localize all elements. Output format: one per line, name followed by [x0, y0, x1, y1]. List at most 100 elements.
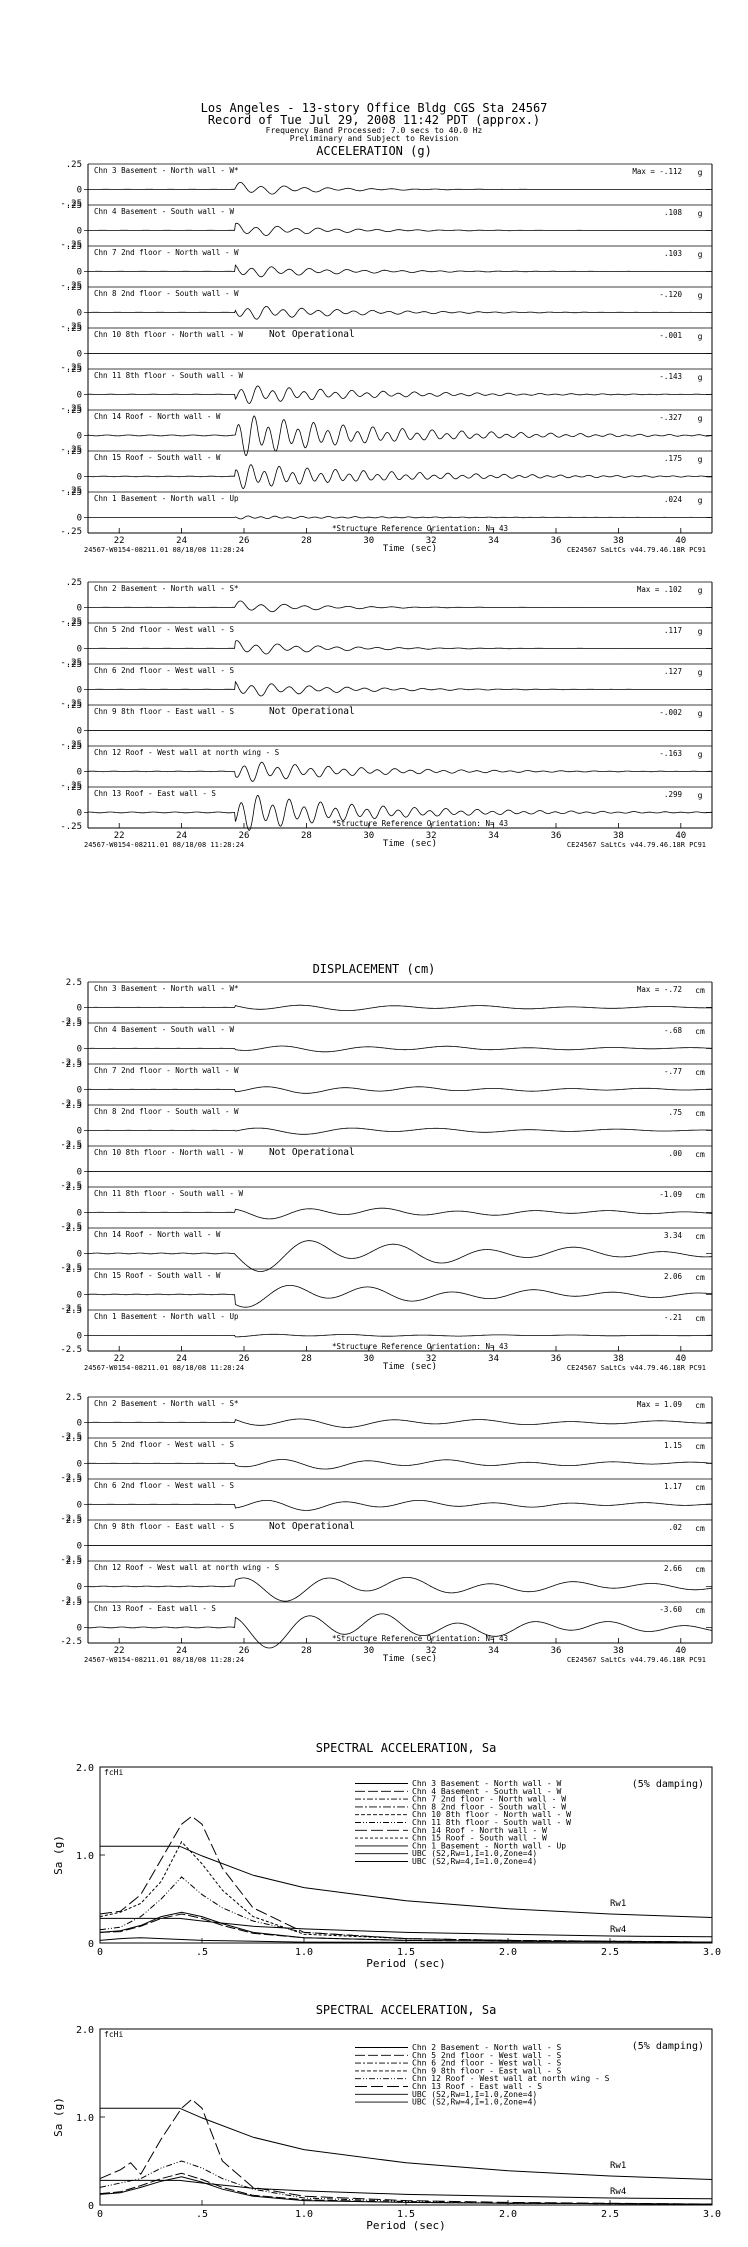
scale-bottom-label: -.25: [60, 199, 82, 209]
scale-top-label: .25: [66, 242, 82, 252]
header-record: Record of Tue Jul 29, 2008 11:42 PDT (ap…: [207, 113, 541, 127]
scale-top-label: .25: [66, 283, 82, 293]
channel-trace: [88, 1418, 713, 1428]
scale-bottom-label: -.25: [60, 822, 82, 832]
series-line: [99, 2098, 713, 2205]
scale-mid-label: 0: [77, 726, 82, 736]
y-axis-label: Sa (g): [52, 2097, 65, 2137]
channel-max-value: 2.66: [664, 1564, 683, 1573]
scale-mid-label: 0: [77, 1290, 82, 1300]
channel-max-value: -.143: [659, 372, 682, 381]
scale-mid-label: 0: [77, 267, 82, 277]
channel-max-value: .127: [664, 667, 682, 676]
scale-mid-label: 0: [77, 1623, 82, 1633]
channel-trace: [88, 306, 712, 320]
channel-trace: [88, 222, 712, 236]
scale-bottom-label: -.25: [60, 527, 82, 537]
channel-max-value: .103: [664, 249, 682, 258]
channel-trace: [88, 1613, 713, 1649]
series-line: [100, 1845, 713, 1918]
scale-mid-label: 0: [77, 808, 82, 818]
scale-bottom-label: -2.5: [60, 1637, 82, 1647]
y-axis-label: Sa (g): [52, 1835, 65, 1875]
scale-top-label: 2.5: [66, 1060, 82, 1070]
time-tick-label: 32: [426, 831, 437, 841]
channel-label: Chn 15 Roof - South wall - W: [94, 1271, 221, 1280]
channel-unit: cm: [695, 986, 705, 995]
scale-top-label: 2.5: [66, 978, 82, 988]
channel-trace: [88, 264, 712, 278]
channel-unit: g: [698, 250, 703, 259]
channel-unit: cm: [695, 1314, 705, 1323]
channel-unit: cm: [695, 1565, 705, 1574]
orientation-note: *Structure Reference Orientation: N= 43: [332, 819, 508, 828]
scale-mid-label: 0: [77, 685, 82, 695]
series-line: [99, 1815, 713, 1943]
y-tick-label: 0: [88, 2201, 94, 2212]
time-tick-label: 28: [301, 1354, 312, 1364]
channel-label: Chn 5 2nd floor - West wall - S: [94, 625, 234, 634]
channel-trace: [88, 1333, 712, 1338]
channel-trace: [88, 1240, 713, 1272]
channel-unit: cm: [695, 1273, 705, 1282]
legend-entry: UBC (S2,Rw=1,I=1.0,Zone=4): [412, 2090, 537, 2099]
scale-top-label: .25: [66, 578, 82, 588]
x-tick-label: 1.5: [397, 2209, 415, 2220]
channel-label: Chn 4 Basement - South wall - W: [94, 1025, 234, 1034]
footer-version: CE24567 SaLtCs v44.79.46.18R PC91: [567, 1364, 706, 1372]
channel-trace: [88, 761, 712, 782]
scale-bottom-label: -2.5: [60, 1017, 82, 1027]
x-tick-label: .5: [196, 1947, 208, 1958]
y-tick-label: 2.0: [76, 1763, 94, 1774]
channel-label: Chn 6 2nd floor - West wall - S: [94, 1481, 234, 1490]
not-operational-label: Not Operational: [269, 329, 355, 340]
channel-trace: [88, 1045, 713, 1053]
scale-mid-label: 0: [77, 1459, 82, 1469]
spectral-chart-title: SPECTRAL ACCELERATION, Sa: [316, 1741, 497, 1755]
scale-top-label: .25: [66, 406, 82, 416]
legend-entry: Chn 1 Basement - North wall - Up: [412, 1841, 566, 1850]
channel-label: Chn 3 Basement - North wall - W*: [94, 984, 239, 993]
scale-mid-label: 0: [77, 513, 82, 523]
time-tick-label: 22: [114, 1646, 125, 1656]
channel-trace: [87, 515, 712, 520]
time-tick-label: 36: [551, 831, 562, 841]
scale-bottom-label: -.25: [60, 617, 82, 627]
fchi-marker: fcHi: [104, 1768, 123, 1777]
time-axis-label: Time (sec): [383, 1362, 437, 1372]
channel-trace: [88, 1086, 712, 1094]
channel-label: Chn 2 Basement - North wall - S*: [94, 584, 239, 593]
legend-entry: Chn 8 2nd floor - South wall - W: [412, 1802, 566, 1811]
channel-trace: [88, 1127, 712, 1135]
footer-version: CE24567 SaLtCs v44.79.46.18R PC91: [567, 546, 706, 554]
time-tick-label: 36: [551, 1354, 562, 1364]
channel-label: Chn 5 2nd floor - West wall - S: [94, 1440, 234, 1449]
legend-entry: Chn 7 2nd floor - North wall - W: [412, 1795, 566, 1804]
channel-trace: [88, 1004, 712, 1011]
time-tick-label: 38: [613, 1646, 624, 1656]
x-tick-label: 0: [97, 2209, 103, 2220]
channel-max-value: .75: [668, 1108, 682, 1117]
channel-trace: [88, 1577, 713, 1602]
legend-entry: Chn 5 2nd floor - West wall - S: [412, 2051, 561, 2060]
x-tick-label: 2.0: [499, 2209, 517, 2220]
channel-unit: cm: [695, 1606, 705, 1615]
scale-top-label: 2.5: [66, 1142, 82, 1152]
scale-top-label: 2.5: [66, 1265, 82, 1275]
legend-entry: UBC (S2,Rw=1,I=1.0,Zone=4): [412, 1849, 537, 1858]
scale-bottom-label: -2.5: [60, 1596, 82, 1606]
channel-label: Chn 12 Roof - West wall at north wing - …: [94, 748, 280, 757]
channel-max-value: .175: [664, 454, 682, 463]
time-tick-label: 22: [114, 1354, 125, 1364]
header-station: Los Angeles - 13-story Office Bldg CGS S…: [200, 101, 548, 115]
scale-top-label: 2.5: [66, 1598, 82, 1608]
time-tick-label: 28: [301, 1646, 312, 1656]
time-tick-label: 26: [239, 536, 250, 546]
channel-max-value: Max = .102: [637, 585, 682, 594]
scale-mid-label: 0: [77, 1541, 82, 1551]
scale-top-label: 2.5: [66, 1224, 82, 1234]
channel-max-value: Max = 1.09: [637, 1400, 682, 1409]
channel-unit: g: [698, 291, 703, 300]
scale-top-label: 2.5: [66, 1183, 82, 1193]
scale-top-label: .25: [66, 488, 82, 498]
